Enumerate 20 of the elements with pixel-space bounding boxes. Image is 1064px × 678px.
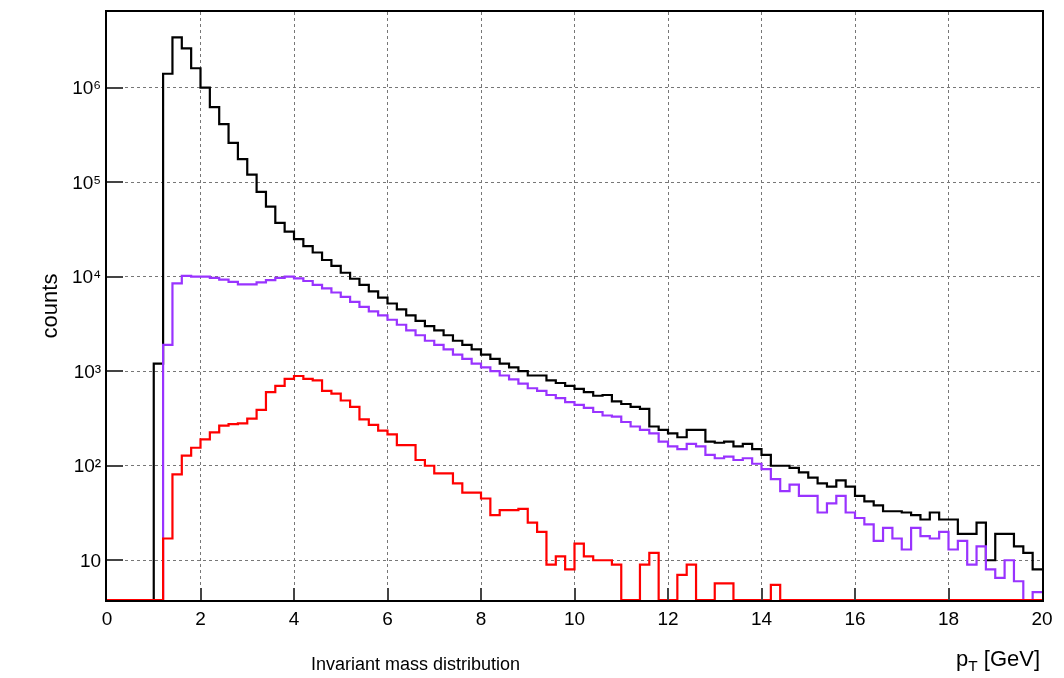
x-tick-label: 0 <box>101 607 113 629</box>
y-tick-label: 10⁴ <box>71 266 102 288</box>
y-tick-label: 10⁶ <box>72 77 102 99</box>
x-tick-label: 18 <box>937 607 960 629</box>
y-axis-title: counts <box>37 273 63 339</box>
x-tick-label: 2 <box>195 607 206 629</box>
x-tick-label: 14 <box>750 607 773 629</box>
y-tick-label: 10² <box>73 455 102 477</box>
x-tick-label: 4 <box>288 607 300 629</box>
x-tick-label: 20 <box>1031 607 1053 629</box>
y-tick-label: 10³ <box>73 360 102 382</box>
x-tick-label: 16 <box>844 607 866 629</box>
x-tick-label: 8 <box>475 607 487 629</box>
y-tick-label: 10⁵ <box>72 171 102 193</box>
x-axis-title: p$_{T}$ [GeV] <box>956 646 1041 674</box>
x-tick-label: 6 <box>382 607 393 629</box>
text: Invariant mass distribution <box>311 654 521 674</box>
x-tick-label: 10 <box>563 607 586 629</box>
y-tick-label: 10 <box>80 549 102 571</box>
x-tick-label: 12 <box>657 607 679 629</box>
